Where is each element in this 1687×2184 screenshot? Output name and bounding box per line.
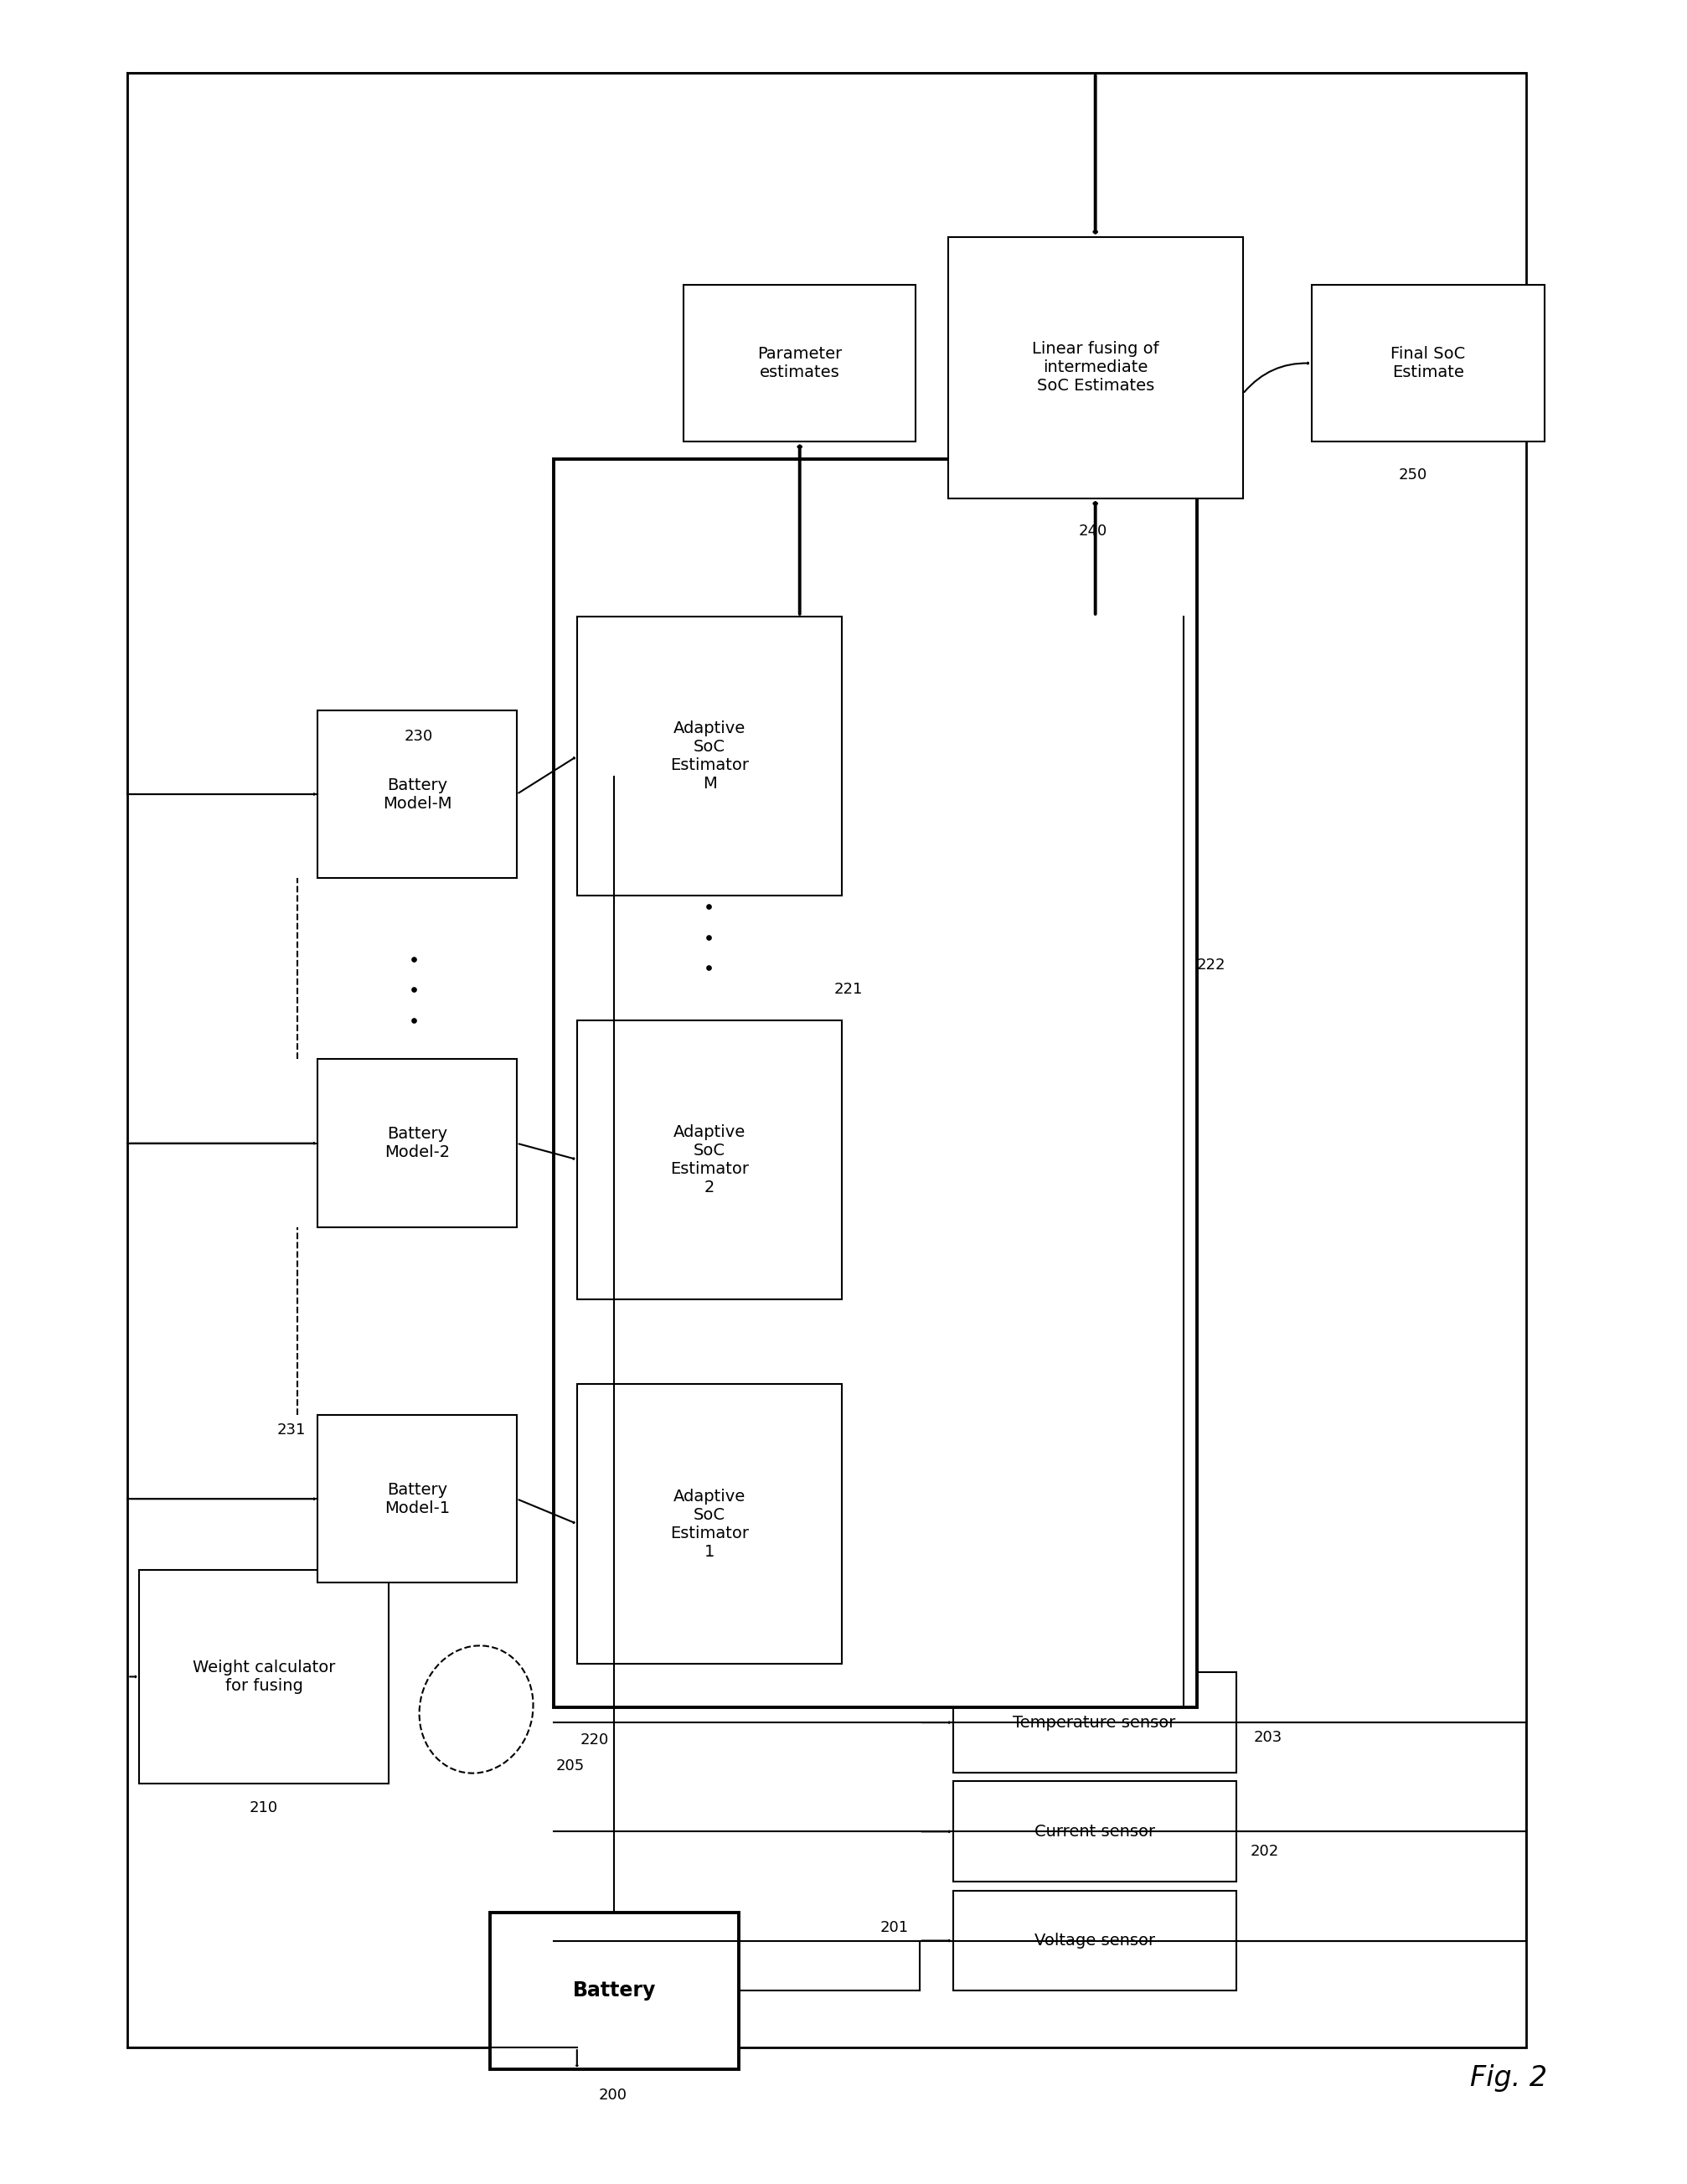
Text: Weight calculator
for fusing: Weight calculator for fusing (192, 1660, 336, 1695)
Text: 230: 230 (405, 729, 434, 745)
Text: Adaptive
SoC
Estimator
M: Adaptive SoC Estimator M (670, 721, 749, 791)
FancyBboxPatch shape (128, 72, 1525, 2049)
Text: 221: 221 (833, 983, 864, 998)
Text: Voltage sensor: Voltage sensor (1034, 1933, 1156, 1948)
FancyBboxPatch shape (553, 459, 1198, 1708)
FancyBboxPatch shape (953, 1673, 1237, 1773)
Text: Current sensor: Current sensor (1034, 1824, 1156, 1839)
Text: 210: 210 (250, 1800, 278, 1815)
Text: Temperature sensor: Temperature sensor (1014, 1714, 1176, 1730)
FancyBboxPatch shape (953, 1782, 1237, 1883)
FancyBboxPatch shape (489, 1913, 739, 2070)
FancyBboxPatch shape (577, 1385, 842, 1664)
FancyBboxPatch shape (317, 1415, 516, 1583)
Text: Fig. 2: Fig. 2 (1471, 2064, 1547, 2092)
Text: 205: 205 (557, 1758, 585, 1773)
Text: Adaptive
SoC
Estimator
2: Adaptive SoC Estimator 2 (670, 1125, 749, 1195)
FancyBboxPatch shape (577, 1020, 842, 1299)
Text: Final SoC
Estimate: Final SoC Estimate (1390, 345, 1466, 380)
Text: Linear fusing of
intermediate
SoC Estimates: Linear fusing of intermediate SoC Estima… (1032, 341, 1159, 393)
FancyBboxPatch shape (317, 710, 516, 878)
Text: 222: 222 (1196, 959, 1225, 974)
Text: Battery: Battery (574, 1981, 656, 2001)
FancyBboxPatch shape (317, 1059, 516, 1227)
Text: Parameter
estimates: Parameter estimates (757, 345, 842, 380)
FancyBboxPatch shape (1312, 284, 1544, 441)
FancyBboxPatch shape (577, 616, 842, 895)
Text: Battery
Model-1: Battery Model-1 (385, 1481, 450, 1516)
Text: 220: 220 (580, 1732, 609, 1747)
FancyBboxPatch shape (683, 284, 916, 441)
FancyBboxPatch shape (953, 1891, 1237, 1992)
FancyBboxPatch shape (140, 1570, 388, 1784)
Text: 240: 240 (1078, 524, 1107, 539)
Text: 200: 200 (599, 2088, 628, 2103)
Text: 231: 231 (277, 1422, 305, 1437)
Text: 203: 203 (1253, 1730, 1282, 1745)
FancyBboxPatch shape (948, 236, 1243, 498)
Text: 250: 250 (1399, 467, 1427, 483)
Text: Battery
Model-2: Battery Model-2 (385, 1127, 450, 1160)
Text: 202: 202 (1250, 1843, 1279, 1859)
Text: Adaptive
SoC
Estimator
1: Adaptive SoC Estimator 1 (670, 1487, 749, 1559)
Text: Battery
Model-M: Battery Model-M (383, 778, 452, 812)
Text: 201: 201 (879, 1920, 908, 1935)
